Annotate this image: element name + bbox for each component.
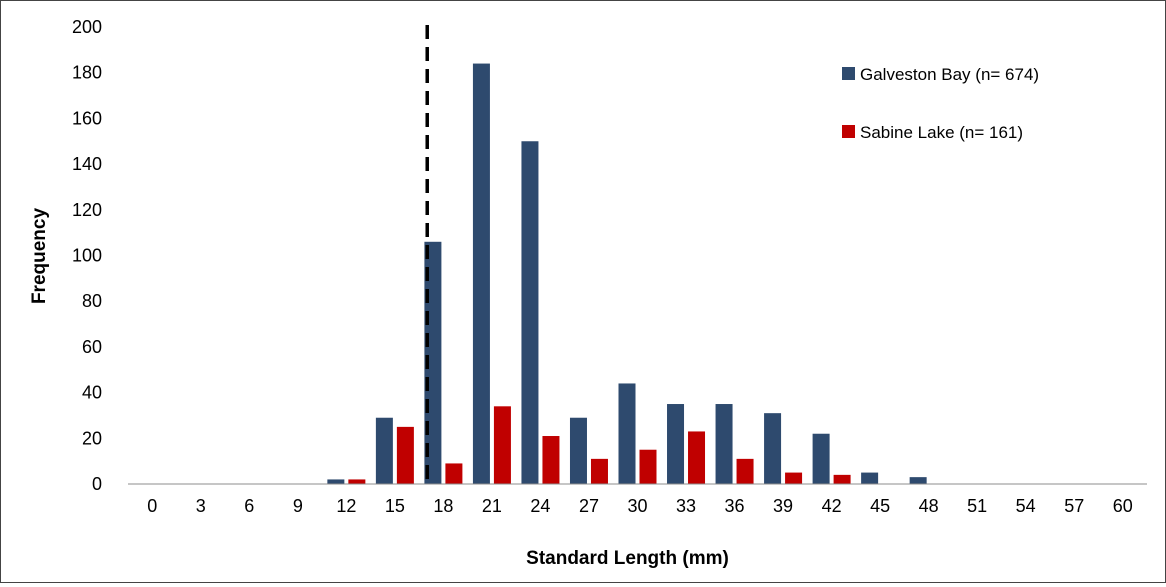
bar-sabine-lake bbox=[639, 449, 657, 484]
bar-sabine-lake bbox=[348, 479, 366, 484]
bar-galveston-bay bbox=[667, 404, 685, 484]
bar-galveston-bay bbox=[909, 477, 927, 484]
y-tick-label: 80 bbox=[82, 291, 102, 311]
y-tick-label: 140 bbox=[72, 154, 102, 174]
y-tick-label: 160 bbox=[72, 108, 102, 128]
bar-galveston-bay bbox=[375, 417, 393, 484]
bars-group bbox=[327, 63, 927, 485]
bar-sabine-lake bbox=[833, 474, 851, 484]
x-tick-label: 27 bbox=[579, 496, 599, 516]
y-tick-label: 0 bbox=[92, 474, 102, 494]
legend-swatch bbox=[842, 125, 855, 138]
bar-sabine-lake bbox=[493, 406, 511, 484]
bar-galveston-bay bbox=[327, 479, 345, 484]
x-tick-label: 18 bbox=[433, 496, 453, 516]
y-tick-label: 100 bbox=[72, 246, 102, 266]
bar-sabine-lake bbox=[688, 431, 706, 484]
x-tick-label: 33 bbox=[676, 496, 696, 516]
legend-label: Galveston Bay (n= 674) bbox=[860, 65, 1039, 84]
x-axis-title: Standard Length (mm) bbox=[526, 548, 729, 569]
x-tick-label: 15 bbox=[385, 496, 405, 516]
legend: Galveston Bay (n= 674) Sabine Lake (n= 16… bbox=[842, 65, 1039, 142]
bar-galveston-bay bbox=[472, 63, 490, 485]
y-tick-label: 20 bbox=[82, 428, 102, 448]
x-tick-label: 36 bbox=[725, 496, 745, 516]
x-tick-label: 30 bbox=[627, 496, 647, 516]
bar-galveston-bay bbox=[618, 383, 636, 484]
bar-galveston-bay bbox=[861, 472, 879, 484]
bar-galveston-bay bbox=[812, 433, 830, 484]
bar-galveston-bay bbox=[569, 417, 587, 484]
x-tick-label: 9 bbox=[293, 496, 303, 516]
bar-sabine-lake bbox=[785, 472, 803, 484]
bar-sabine-lake bbox=[396, 426, 414, 484]
y-tick-label: 60 bbox=[82, 337, 102, 357]
x-axis-ticks: 0 3 6 9 12 15 18 21 24 27 30 33 36 39 42 45 48 51 54 57 60 bbox=[147, 496, 1132, 516]
x-tick-label: 48 bbox=[919, 496, 939, 516]
bar-galveston-bay bbox=[764, 413, 782, 484]
x-tick-label: 12 bbox=[336, 496, 356, 516]
x-tick-label: 42 bbox=[822, 496, 842, 516]
y-tick-label: 180 bbox=[72, 63, 102, 83]
x-tick-label: 3 bbox=[196, 496, 206, 516]
x-tick-label: 54 bbox=[1016, 496, 1036, 516]
bar-galveston-bay bbox=[715, 404, 733, 484]
bar-galveston-bay bbox=[521, 141, 539, 484]
bar-sabine-lake bbox=[445, 463, 463, 484]
legend-swatch bbox=[842, 67, 855, 80]
y-tick-label: 200 bbox=[72, 17, 102, 37]
y-tick-label: 120 bbox=[72, 200, 102, 220]
x-tick-label: 57 bbox=[1064, 496, 1084, 516]
x-tick-label: 6 bbox=[244, 496, 254, 516]
legend-label: Sabine Lake (n= 161) bbox=[860, 123, 1023, 142]
bar-sabine-lake bbox=[542, 436, 560, 484]
y-axis-title: Frequency bbox=[29, 208, 50, 305]
x-tick-label: 45 bbox=[870, 496, 890, 516]
x-tick-label: 0 bbox=[147, 496, 157, 516]
x-tick-label: 60 bbox=[1113, 496, 1133, 516]
y-axis-ticks: 0 20 40 60 80 100 120 140 160 180 200 bbox=[72, 17, 102, 494]
bar-sabine-lake bbox=[736, 458, 754, 484]
x-tick-label: 39 bbox=[773, 496, 793, 516]
y-tick-label: 40 bbox=[82, 383, 102, 403]
x-tick-label: 51 bbox=[967, 496, 987, 516]
bar-sabine-lake bbox=[590, 458, 608, 484]
x-tick-label: 21 bbox=[482, 496, 502, 516]
x-tick-label: 24 bbox=[530, 496, 550, 516]
